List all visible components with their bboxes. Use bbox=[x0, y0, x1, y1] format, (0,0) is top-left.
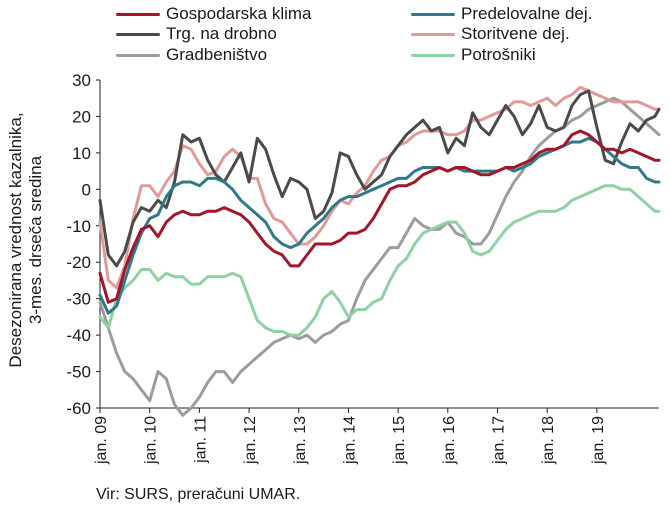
x-tick-label: jan. 09 bbox=[93, 416, 110, 465]
chart-legend: Gospodarska klima Predelovalne dej. Trg.… bbox=[0, 0, 670, 72]
y-tick-label: -40 bbox=[66, 326, 91, 345]
y-tick-label: 20 bbox=[72, 107, 91, 126]
legend-label-gradbenistvo: Gradbeništvo bbox=[166, 45, 268, 64]
x-tick-label: jan. 17 bbox=[491, 416, 508, 465]
x-tick-label: jan. 13 bbox=[292, 416, 309, 465]
y-tick-label: -60 bbox=[66, 399, 91, 418]
y-tick-label: -30 bbox=[66, 290, 91, 309]
x-tick-label: jan. 16 bbox=[441, 416, 458, 465]
legend-swatch-potrosniki bbox=[411, 53, 455, 57]
y-tick-label: -20 bbox=[66, 253, 91, 272]
legend-swatch-storitvene-dej bbox=[411, 32, 455, 36]
legend-swatch-trg-na-drobno bbox=[116, 32, 160, 36]
y-tick-label: -10 bbox=[66, 217, 91, 236]
legend-swatch-gradbenistvo bbox=[116, 53, 160, 57]
legend-label-potrosniki: Potrošniki bbox=[461, 45, 536, 64]
y-tick-label: -50 bbox=[66, 363, 91, 382]
x-tick-label: jan. 19 bbox=[590, 416, 607, 465]
x-tick-label: jan. 14 bbox=[341, 416, 358, 465]
series-line-storitvene-dej bbox=[98, 85, 661, 290]
legend-item-storitvene-dej: Storitvene dej. bbox=[411, 24, 570, 44]
legend-label-predelovalne-dej: Predelovalne dej. bbox=[461, 4, 593, 23]
chart-source-note: Vir: SURS, preračuni UMAR. bbox=[96, 486, 301, 503]
legend-label-gospodarska-klima: Gospodarska klima bbox=[166, 4, 312, 23]
series-line-potrosniki bbox=[98, 184, 661, 337]
series-line-trg-na-drobno bbox=[98, 89, 661, 268]
series-line-gradbenistvo bbox=[98, 96, 661, 417]
y-tick-label: 10 bbox=[72, 144, 91, 163]
y-tick-label: 0 bbox=[82, 180, 91, 199]
x-tick-label: jan. 18 bbox=[540, 416, 557, 465]
x-tick-label: jan. 10 bbox=[143, 416, 160, 465]
legend-item-gospodarska-klima: Gospodarska klima bbox=[116, 4, 312, 24]
legend-item-potrosniki: Potrošniki bbox=[411, 45, 536, 65]
legend-item-trg-na-drobno: Trg. na drobno bbox=[116, 24, 277, 44]
legend-swatch-gospodarska-klima bbox=[116, 12, 160, 16]
series-line-predelovalne-dej bbox=[98, 136, 661, 315]
x-tick-label: jan. 11 bbox=[192, 416, 209, 464]
legend-item-gradbenistvo: Gradbeništvo bbox=[116, 45, 267, 65]
legend-label-trg-na-drobno: Trg. na drobno bbox=[166, 24, 277, 43]
legend-swatch-predelovalne-dej bbox=[411, 12, 455, 16]
legend-item-predelovalne-dej: Predelovalne dej. bbox=[411, 4, 592, 24]
x-tick-label: jan. 12 bbox=[242, 416, 259, 465]
y-tick-label: 30 bbox=[72, 71, 91, 90]
legend-label-storitvene-dej: Storitvene dej. bbox=[461, 24, 570, 43]
x-tick-label: jan. 15 bbox=[391, 416, 408, 465]
series-line-gospodarska-klima bbox=[98, 129, 661, 304]
